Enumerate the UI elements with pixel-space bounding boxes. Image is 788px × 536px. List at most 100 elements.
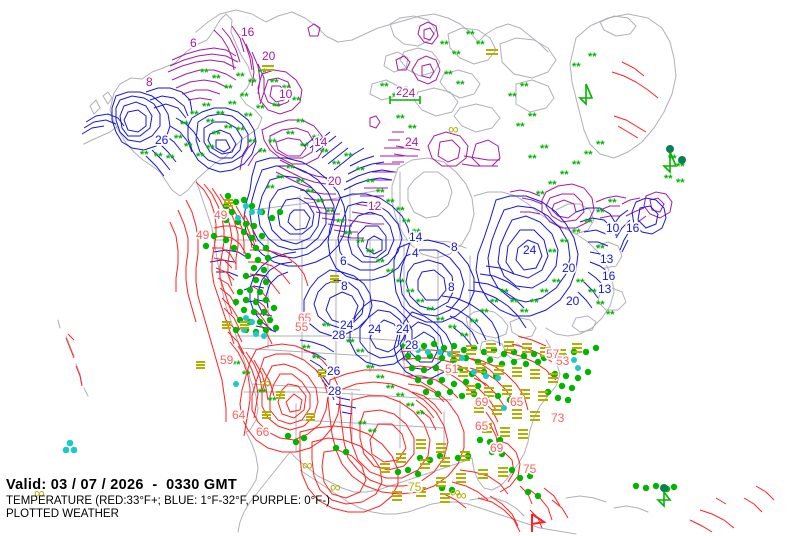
drizzle-symbol-layer bbox=[62, 203, 581, 454]
rain-symbol-layer bbox=[202, 192, 678, 500]
contour-label: 69 bbox=[490, 441, 504, 455]
svg-text:**: ** bbox=[212, 129, 221, 141]
contour-label: 55 bbox=[295, 320, 309, 334]
svg-text:**: ** bbox=[572, 61, 581, 73]
contour-label: 8 bbox=[448, 280, 455, 294]
contour-label: 16 bbox=[241, 25, 255, 39]
svg-text:**: ** bbox=[676, 161, 685, 173]
contour-label: 28 bbox=[332, 328, 346, 342]
contour-label-halo: 10 bbox=[279, 87, 293, 101]
svg-text:**: ** bbox=[396, 391, 405, 403]
contour-label: 75 bbox=[523, 462, 537, 476]
svg-text:**: ** bbox=[276, 173, 285, 185]
contour-label-halo: 8 bbox=[146, 75, 153, 89]
svg-text:**: ** bbox=[140, 149, 149, 161]
contour-label: 20 bbox=[566, 294, 580, 308]
svg-text:**: ** bbox=[500, 287, 509, 299]
svg-text:**: ** bbox=[376, 187, 385, 199]
contour-label-layer: 1616668820202020242424242626101014142020… bbox=[144, 23, 641, 496]
contour-label-halo: 14 bbox=[314, 135, 328, 149]
svg-text:**: ** bbox=[560, 237, 569, 249]
contour-label-halo: 13 bbox=[600, 252, 614, 266]
contour-label-halo: 69 bbox=[490, 441, 504, 455]
svg-text:**: ** bbox=[366, 247, 375, 259]
svg-text:∞: ∞ bbox=[450, 484, 461, 501]
svg-text:**: ** bbox=[256, 103, 265, 115]
svg-text:**: ** bbox=[242, 369, 251, 381]
contour-label-halo: 24 bbox=[405, 135, 419, 149]
svg-text:**: ** bbox=[576, 277, 585, 289]
svg-text:**: ** bbox=[516, 121, 525, 133]
svg-text:**: ** bbox=[174, 133, 183, 145]
svg-text:**: ** bbox=[572, 159, 581, 171]
svg-text:**: ** bbox=[200, 67, 209, 79]
svg-text:**: ** bbox=[302, 343, 311, 355]
svg-text:**: ** bbox=[154, 151, 163, 163]
svg-text:**: ** bbox=[510, 297, 519, 309]
svg-text:**: ** bbox=[232, 359, 241, 371]
svg-text:**: ** bbox=[406, 287, 415, 299]
svg-text:**: ** bbox=[552, 277, 561, 289]
contour-label: 26 bbox=[155, 133, 169, 147]
svg-text:**: ** bbox=[452, 49, 461, 61]
svg-text:**: ** bbox=[584, 217, 593, 229]
contour-label: 8 bbox=[341, 279, 348, 293]
contour-label-halo: 6 bbox=[340, 254, 347, 268]
svg-text:**: ** bbox=[236, 71, 245, 83]
svg-text:**: ** bbox=[320, 147, 329, 159]
svg-text:**: ** bbox=[206, 143, 215, 155]
svg-text:**: ** bbox=[268, 395, 277, 407]
contour-label: 65 bbox=[510, 395, 524, 409]
contour-label: 65 bbox=[475, 419, 489, 433]
svg-text:**: ** bbox=[596, 243, 605, 255]
svg-text:**: ** bbox=[386, 197, 395, 209]
haze-symbol-layer: ∞ ∞ ∞ ∞ ∞ ∞ ∞ bbox=[34, 121, 467, 504]
svg-text:**: ** bbox=[528, 111, 537, 123]
contour-label: 75 bbox=[408, 480, 422, 494]
svg-text:**: ** bbox=[180, 119, 189, 131]
svg-text:**: ** bbox=[258, 387, 267, 399]
svg-text:**: ** bbox=[356, 237, 365, 249]
contour-label-halo: 59 bbox=[220, 353, 234, 367]
svg-text:**: ** bbox=[508, 91, 517, 103]
svg-text:**: ** bbox=[572, 227, 581, 239]
svg-text:**: ** bbox=[202, 101, 211, 113]
temperature-contours-purple bbox=[167, 21, 673, 239]
svg-text:**: ** bbox=[548, 247, 557, 259]
svg-text:**: ** bbox=[270, 77, 279, 89]
contour-label-halo: 49 bbox=[214, 208, 228, 222]
contour-label-halo: 57 bbox=[546, 347, 560, 361]
contour-label-halo: 16 bbox=[626, 221, 640, 235]
contour-label: 12 bbox=[368, 199, 382, 213]
svg-text:**: ** bbox=[584, 149, 593, 161]
svg-text:**: ** bbox=[376, 257, 385, 269]
svg-text:**: ** bbox=[344, 229, 353, 241]
svg-text:**: ** bbox=[346, 337, 355, 349]
svg-text:**: ** bbox=[206, 117, 215, 129]
svg-text:**: ** bbox=[440, 39, 449, 51]
svg-text:**: ** bbox=[416, 409, 425, 421]
contour-label-halo: 51 bbox=[445, 362, 459, 376]
svg-text:**: ** bbox=[316, 197, 325, 209]
svg-text:**: ** bbox=[244, 111, 253, 123]
contour-label-halo: 65 bbox=[475, 419, 489, 433]
contour-label-halo: 8 bbox=[451, 240, 458, 254]
contour-label-halo: 24 bbox=[396, 322, 410, 336]
product-name-label: PLOTTED WEATHER bbox=[6, 508, 119, 520]
svg-text:**: ** bbox=[528, 153, 537, 165]
contour-label-halo: 8 bbox=[341, 279, 348, 293]
svg-text:**: ** bbox=[166, 153, 175, 165]
contour-label: 69 bbox=[475, 395, 489, 409]
contour-label: 10 bbox=[606, 221, 620, 235]
svg-text:**: ** bbox=[224, 123, 233, 135]
contour-label: 24 bbox=[340, 318, 354, 332]
contour-label-halo: 24 bbox=[340, 318, 354, 332]
svg-text:**: ** bbox=[326, 207, 335, 219]
svg-text:∞: ∞ bbox=[34, 485, 45, 502]
svg-text:**: ** bbox=[184, 141, 193, 153]
contour-label: 49 bbox=[214, 208, 228, 222]
svg-text:**: ** bbox=[258, 67, 267, 79]
contour-label: 24 bbox=[402, 86, 416, 100]
svg-text:**: ** bbox=[608, 197, 617, 209]
svg-text:**: ** bbox=[336, 217, 345, 229]
